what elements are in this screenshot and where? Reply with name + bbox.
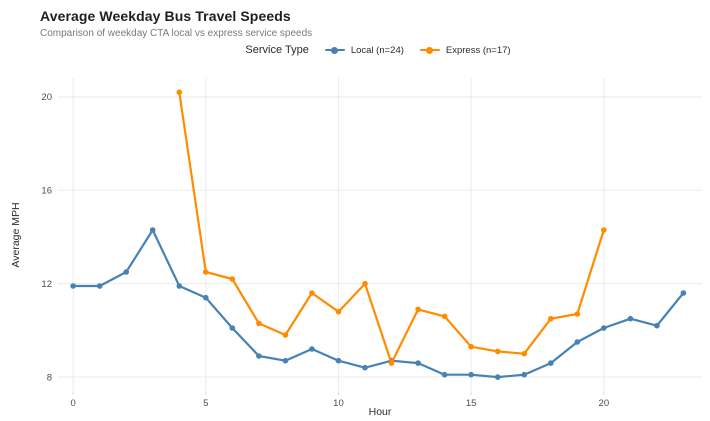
data-point xyxy=(627,315,634,322)
data-point xyxy=(203,269,209,275)
data-point xyxy=(362,280,368,287)
data-point xyxy=(362,364,368,371)
data-point xyxy=(415,360,421,366)
data-point xyxy=(654,322,660,329)
data-point xyxy=(388,360,395,366)
data-point xyxy=(335,357,342,364)
data-point xyxy=(494,348,501,355)
y-axis-title: Average MPH xyxy=(10,202,22,267)
data-point xyxy=(203,294,209,301)
data-point xyxy=(574,311,581,317)
data-point xyxy=(176,89,183,95)
data-point xyxy=(149,227,156,233)
legend-item-express: Express (n=17) xyxy=(419,44,511,56)
data-point xyxy=(521,350,527,357)
data-point xyxy=(494,374,501,380)
data-point xyxy=(309,290,315,296)
data-point xyxy=(282,332,289,338)
series-lines xyxy=(70,89,687,380)
data-point xyxy=(601,325,607,331)
legend-label-express: Express (n=17) xyxy=(445,44,511,56)
data-point xyxy=(229,276,236,282)
data-point xyxy=(574,339,581,345)
data-point xyxy=(548,360,554,366)
y-tick-label: 8 xyxy=(47,372,52,383)
local-series-marker-icon xyxy=(324,46,345,55)
x-tick-label: 5 xyxy=(203,398,208,409)
data-point xyxy=(309,346,315,352)
x-tick-label: 0 xyxy=(70,398,75,409)
x-tick-label: 10 xyxy=(333,398,344,409)
data-point xyxy=(70,283,76,289)
y-tick-label: 20 xyxy=(41,92,52,103)
data-point xyxy=(229,325,236,331)
x-axis-title: Hour xyxy=(369,406,392,418)
chart-subtitle: Comparison of weekday CTA local vs expre… xyxy=(40,28,313,39)
express-series-marker-icon xyxy=(419,46,440,55)
data-point xyxy=(468,371,474,378)
gridlines xyxy=(58,78,702,392)
data-point xyxy=(96,283,103,289)
series-line xyxy=(178,91,605,365)
legend: Service Type Local (n=24) Express (n=17) xyxy=(0,44,710,56)
y-tick-label: 12 xyxy=(41,279,52,290)
axis-tick-marks xyxy=(72,392,605,395)
x-tick-label: 15 xyxy=(466,398,477,409)
data-point xyxy=(468,343,474,350)
legend-label-local: Local (n=24) xyxy=(350,44,404,56)
series-line xyxy=(71,228,685,379)
data-point xyxy=(601,227,607,233)
data-point xyxy=(123,269,129,275)
axis-tick-labels: 0 5 10 15 20 8 12 16 20 xyxy=(41,92,609,409)
legend-item-local: Local (n=24) xyxy=(324,44,404,56)
data-point xyxy=(415,306,421,313)
chart-title: Average Weekday Bus Travel Speeds xyxy=(40,8,291,24)
data-point xyxy=(441,371,448,378)
data-point xyxy=(256,353,262,359)
data-point xyxy=(256,320,262,327)
y-tick-label: 16 xyxy=(41,186,52,197)
data-point xyxy=(680,290,687,296)
x-tick-label: 20 xyxy=(599,398,610,409)
data-point xyxy=(335,308,342,315)
legend-title: Service Type xyxy=(245,44,309,56)
data-point xyxy=(521,371,527,378)
data-point xyxy=(176,283,183,289)
data-point xyxy=(282,357,289,364)
data-point xyxy=(441,313,448,320)
data-point xyxy=(548,315,554,322)
